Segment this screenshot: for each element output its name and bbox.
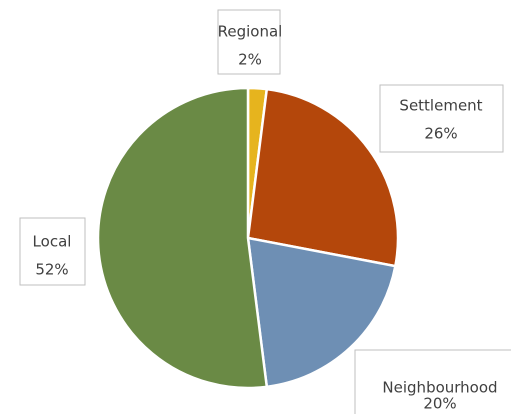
data-label-name: Regional: [218, 23, 283, 41]
data-label-name: Local: [33, 233, 72, 251]
pie-slice: [246, 236, 397, 389]
label-box: [379, 84, 504, 153]
pie-slice: [96, 86, 269, 390]
pie-slice: [246, 87, 400, 268]
data-label-value: 26%: [424, 125, 457, 143]
data-label-value: 52%: [35, 261, 68, 279]
label-box: [354, 349, 511, 414]
data-label-name: Settlement: [399, 97, 482, 115]
label-box: [19, 217, 86, 286]
data-label-name: Neighbourhood: [382, 379, 497, 397]
data-label-value: 2%: [238, 51, 262, 69]
label-box: [217, 9, 281, 75]
data-label-value: 20%: [423, 395, 456, 413]
